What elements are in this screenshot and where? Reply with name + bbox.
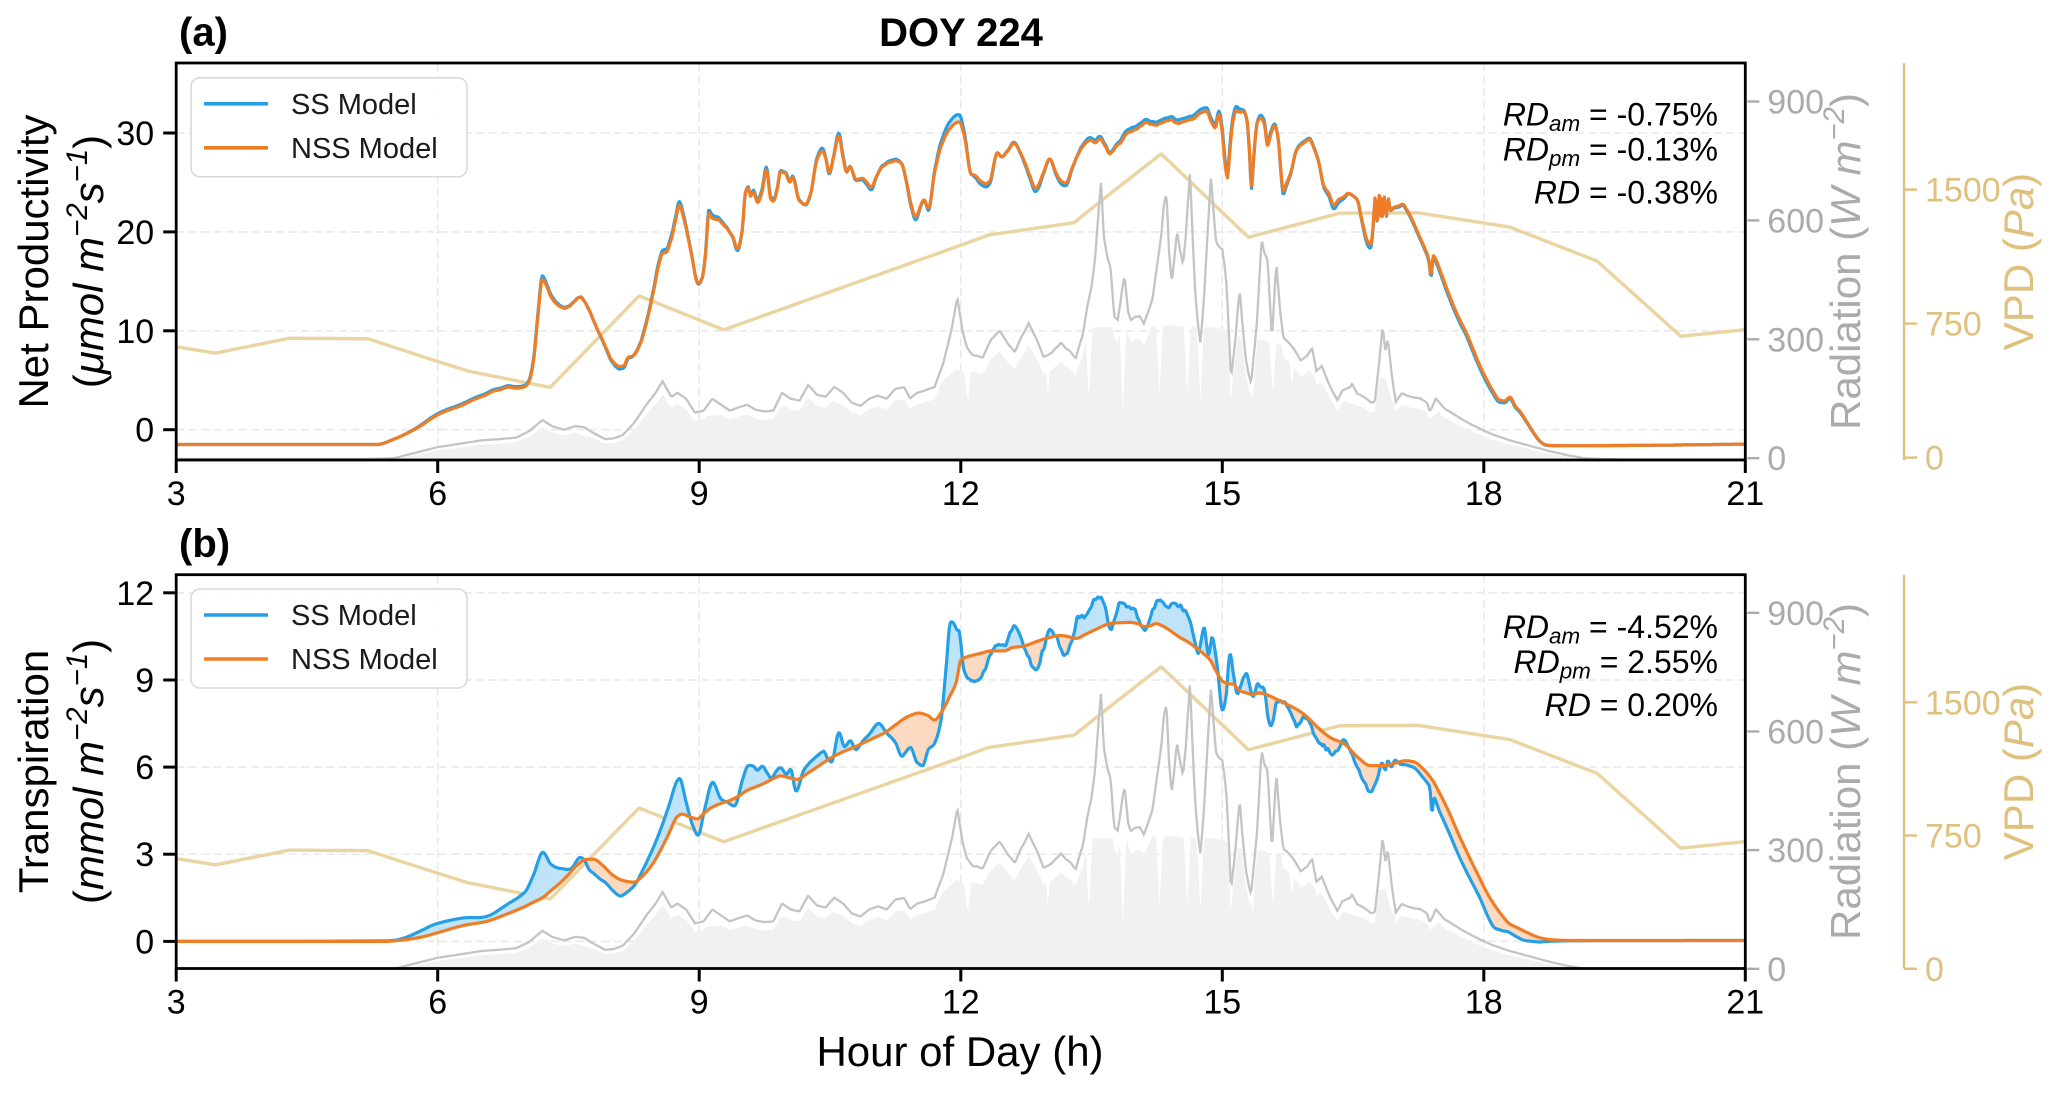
svg-text:300: 300 xyxy=(1767,321,1824,359)
svg-text:6: 6 xyxy=(428,984,447,1022)
svg-text:RD = -0.38%: RD = -0.38% xyxy=(1534,175,1718,211)
svg-text:15: 15 xyxy=(1203,984,1241,1022)
svg-text:(b): (b) xyxy=(179,522,230,566)
svg-text:Radiation (W m−2​): Radiation (W m−2​) xyxy=(1818,93,1869,430)
svg-text:Radiation (W m−2​): Radiation (W m−2​) xyxy=(1818,603,1869,940)
svg-text:21: 21 xyxy=(1726,984,1764,1022)
svg-text:300: 300 xyxy=(1767,832,1824,870)
svg-text:750: 750 xyxy=(1925,306,1982,344)
svg-text:RD = 0.20%: RD = 0.20% xyxy=(1545,687,1718,723)
svg-text:(a): (a) xyxy=(179,11,228,55)
svg-text:RDpm​ = 2.55%: RDpm​ = 2.55% xyxy=(1513,644,1718,683)
svg-text:10: 10 xyxy=(116,313,154,351)
svg-text:15: 15 xyxy=(1203,475,1241,513)
svg-text:SS Model: SS Model xyxy=(291,600,417,632)
svg-text:0: 0 xyxy=(1925,440,1944,478)
svg-text:NSS Model: NSS Model xyxy=(291,133,438,165)
svg-text:6: 6 xyxy=(428,475,447,513)
svg-text:12: 12 xyxy=(942,475,980,513)
svg-text:18: 18 xyxy=(1465,475,1503,513)
svg-text:600: 600 xyxy=(1767,714,1824,752)
svg-text:0: 0 xyxy=(135,923,154,961)
svg-text:Transpiration: Transpiration xyxy=(10,650,57,894)
svg-text:6: 6 xyxy=(135,749,154,787)
svg-text:3: 3 xyxy=(167,984,186,1022)
svg-text:900: 900 xyxy=(1767,595,1824,633)
svg-text:30: 30 xyxy=(116,115,154,153)
svg-text:VPD (Pa): VPD (Pa) xyxy=(1995,173,2042,350)
svg-text:DOY 224: DOY 224 xyxy=(879,11,1044,55)
svg-text:9: 9 xyxy=(135,662,154,700)
svg-text:RDpm​ = -0.13%: RDpm​ = -0.13% xyxy=(1503,132,1718,171)
svg-text:NSS Model: NSS Model xyxy=(291,644,438,676)
svg-text:600: 600 xyxy=(1767,202,1824,240)
svg-text:3: 3 xyxy=(135,836,154,874)
svg-text:9: 9 xyxy=(690,475,709,513)
svg-text:0: 0 xyxy=(1767,951,1786,989)
svg-text:900: 900 xyxy=(1767,84,1824,122)
svg-text:1500: 1500 xyxy=(1925,684,2001,722)
svg-text:Net Productivity: Net Productivity xyxy=(10,114,57,408)
svg-text:0: 0 xyxy=(1767,440,1786,478)
svg-text:12: 12 xyxy=(116,575,154,613)
svg-text:21: 21 xyxy=(1726,475,1764,513)
svg-text:RDam​ = -4.52%: RDam​ = -4.52% xyxy=(1503,609,1718,648)
svg-text:9: 9 xyxy=(690,984,709,1022)
svg-text:0: 0 xyxy=(135,412,154,450)
svg-text:1500: 1500 xyxy=(1925,172,2001,210)
svg-text:VPD (Pa): VPD (Pa) xyxy=(1995,683,2042,860)
svg-text:Hour of Day (h): Hour of Day (h) xyxy=(816,1028,1103,1075)
svg-text:0: 0 xyxy=(1925,951,1944,989)
svg-text:18: 18 xyxy=(1465,984,1503,1022)
svg-text:12: 12 xyxy=(942,984,980,1022)
svg-text:20: 20 xyxy=(116,214,154,252)
svg-text:3: 3 xyxy=(167,475,186,513)
svg-text:SS Model: SS Model xyxy=(291,89,417,121)
svg-text:750: 750 xyxy=(1925,818,1982,856)
svg-text:RDam​ = -0.75%: RDam​ = -0.75% xyxy=(1503,97,1718,136)
